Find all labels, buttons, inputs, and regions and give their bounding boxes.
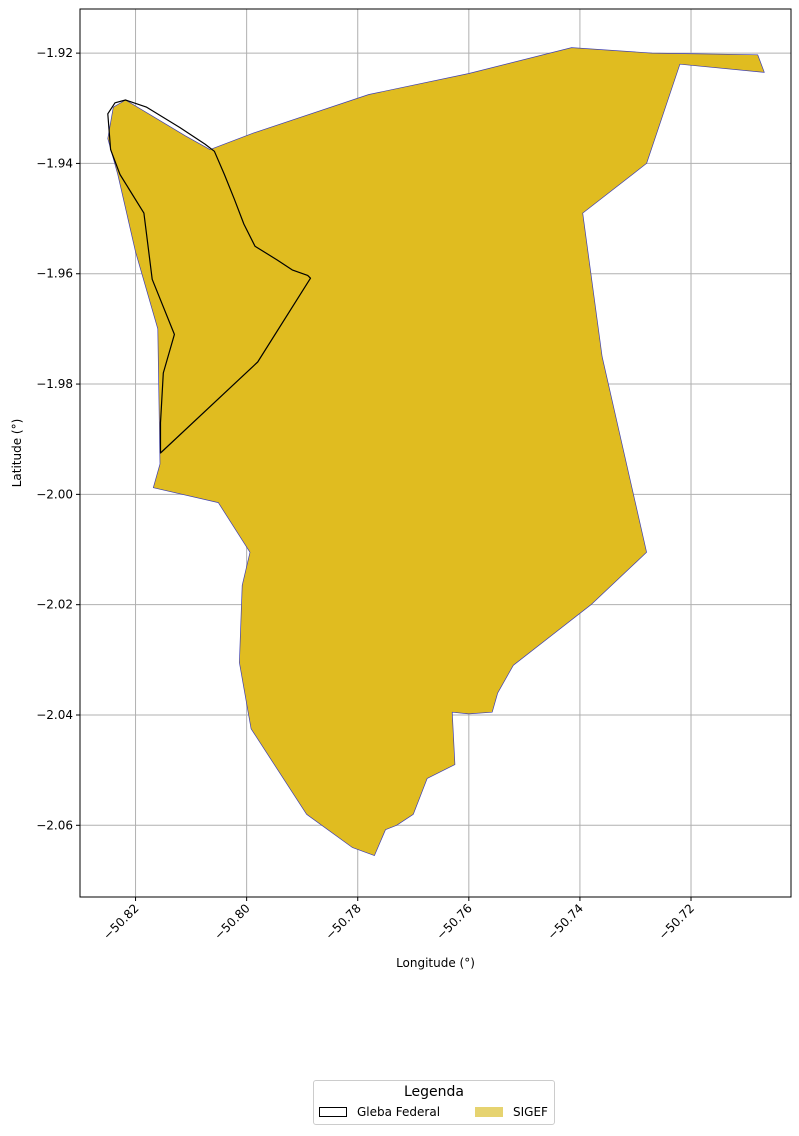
x-axis-label: Longitude (°) — [396, 956, 475, 970]
y-tick-label: −1.98 — [36, 377, 73, 391]
y-axis-label: Latitude (°) — [10, 419, 24, 488]
legend-title: Legenda — [403, 1084, 464, 1100]
x-tick-label: −50.78 — [323, 901, 364, 942]
x-axis-ticks: −50.82 −50.80 −50.78 −50.76 −50.74 −50.72 — [100, 897, 697, 943]
legend: Legenda Gleba Federal SIGEF — [313, 1080, 555, 1125]
y-tick-label: −1.96 — [36, 267, 73, 281]
y-tick-label: −2.06 — [36, 818, 73, 832]
legend-entry-sigef: SIGEF — [475, 1105, 548, 1119]
y-axis-ticks: −1.92 −1.94 −1.96 −1.98 −2.00 −2.02 −2.04 −2.06 — [36, 46, 80, 832]
map-layers — [107, 47, 765, 856]
sigef-swatch-icon — [475, 1107, 503, 1117]
y-tick-label: −2.00 — [36, 487, 73, 501]
x-tick-label: −50.74 — [545, 901, 586, 942]
x-tick-label: −50.76 — [434, 901, 475, 942]
gleba-swatch-icon — [319, 1107, 347, 1117]
plot-frame — [79, 8, 792, 898]
sigef-polygon — [107, 47, 765, 856]
x-tick-label: −50.80 — [211, 901, 252, 942]
y-tick-label: −2.02 — [36, 598, 73, 612]
legend-label-sigef: SIGEF — [513, 1105, 548, 1119]
legend-entry-gleba: Gleba Federal — [319, 1105, 440, 1119]
legend-label-gleba: Gleba Federal — [357, 1105, 441, 1119]
x-tick-label: −50.82 — [100, 901, 141, 942]
y-tick-label: −2.04 — [36, 708, 73, 722]
y-tick-label: −1.94 — [36, 156, 73, 170]
x-tick-label: −50.72 — [656, 901, 697, 942]
gleba-federal-polygon — [107, 99, 312, 454]
y-tick-label: −1.92 — [36, 46, 73, 60]
